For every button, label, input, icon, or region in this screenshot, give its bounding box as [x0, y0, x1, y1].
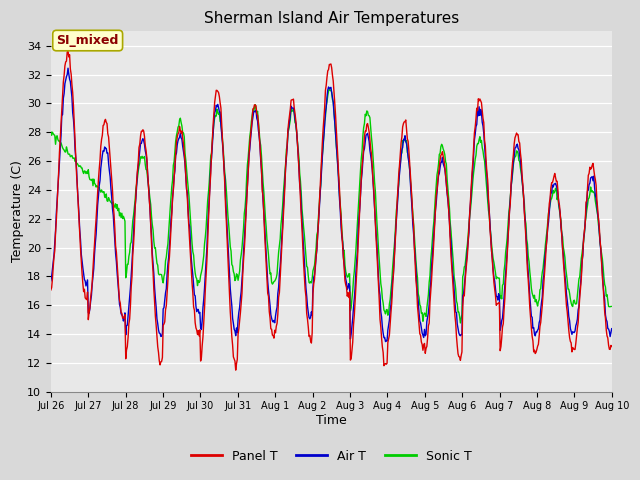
Panel T	[608, 344, 616, 349]
Air T	[417, 325, 425, 331]
Sonic T	[202, 234, 209, 240]
Panel T	[232, 367, 239, 373]
Sonic T	[417, 303, 424, 309]
Sonic T	[326, 86, 333, 92]
Air T	[202, 258, 210, 264]
Sonic T	[456, 320, 464, 326]
Air T	[57, 133, 65, 139]
Sonic T	[608, 303, 616, 309]
Air T	[401, 133, 409, 139]
Sonic T	[401, 136, 408, 142]
Air T	[116, 301, 124, 307]
Air T	[64, 65, 72, 71]
Line: Panel T: Panel T	[51, 51, 612, 370]
Panel T	[116, 297, 124, 303]
Air T	[173, 150, 180, 156]
Panel T	[47, 287, 54, 293]
Air T	[381, 339, 389, 345]
Y-axis label: Temperature (C): Temperature (C)	[11, 161, 24, 263]
Sonic T	[115, 205, 123, 211]
Panel T	[57, 121, 65, 127]
Sonic T	[172, 138, 179, 144]
Legend: Panel T, Air T, Sonic T: Panel T, Air T, Sonic T	[186, 444, 477, 468]
Air T	[608, 326, 616, 332]
Sonic T	[57, 140, 65, 146]
Sonic T	[47, 129, 54, 135]
Panel T	[417, 339, 425, 345]
Air T	[47, 278, 54, 284]
Text: SI_mixed: SI_mixed	[56, 34, 119, 47]
Panel T	[202, 272, 210, 278]
Title: Sherman Island Air Temperatures: Sherman Island Air Temperatures	[204, 11, 459, 26]
Panel T	[173, 139, 180, 145]
X-axis label: Time: Time	[316, 414, 347, 427]
Line: Sonic T: Sonic T	[51, 89, 612, 323]
Panel T	[64, 48, 72, 54]
Line: Air T: Air T	[51, 68, 612, 342]
Panel T	[401, 119, 409, 125]
